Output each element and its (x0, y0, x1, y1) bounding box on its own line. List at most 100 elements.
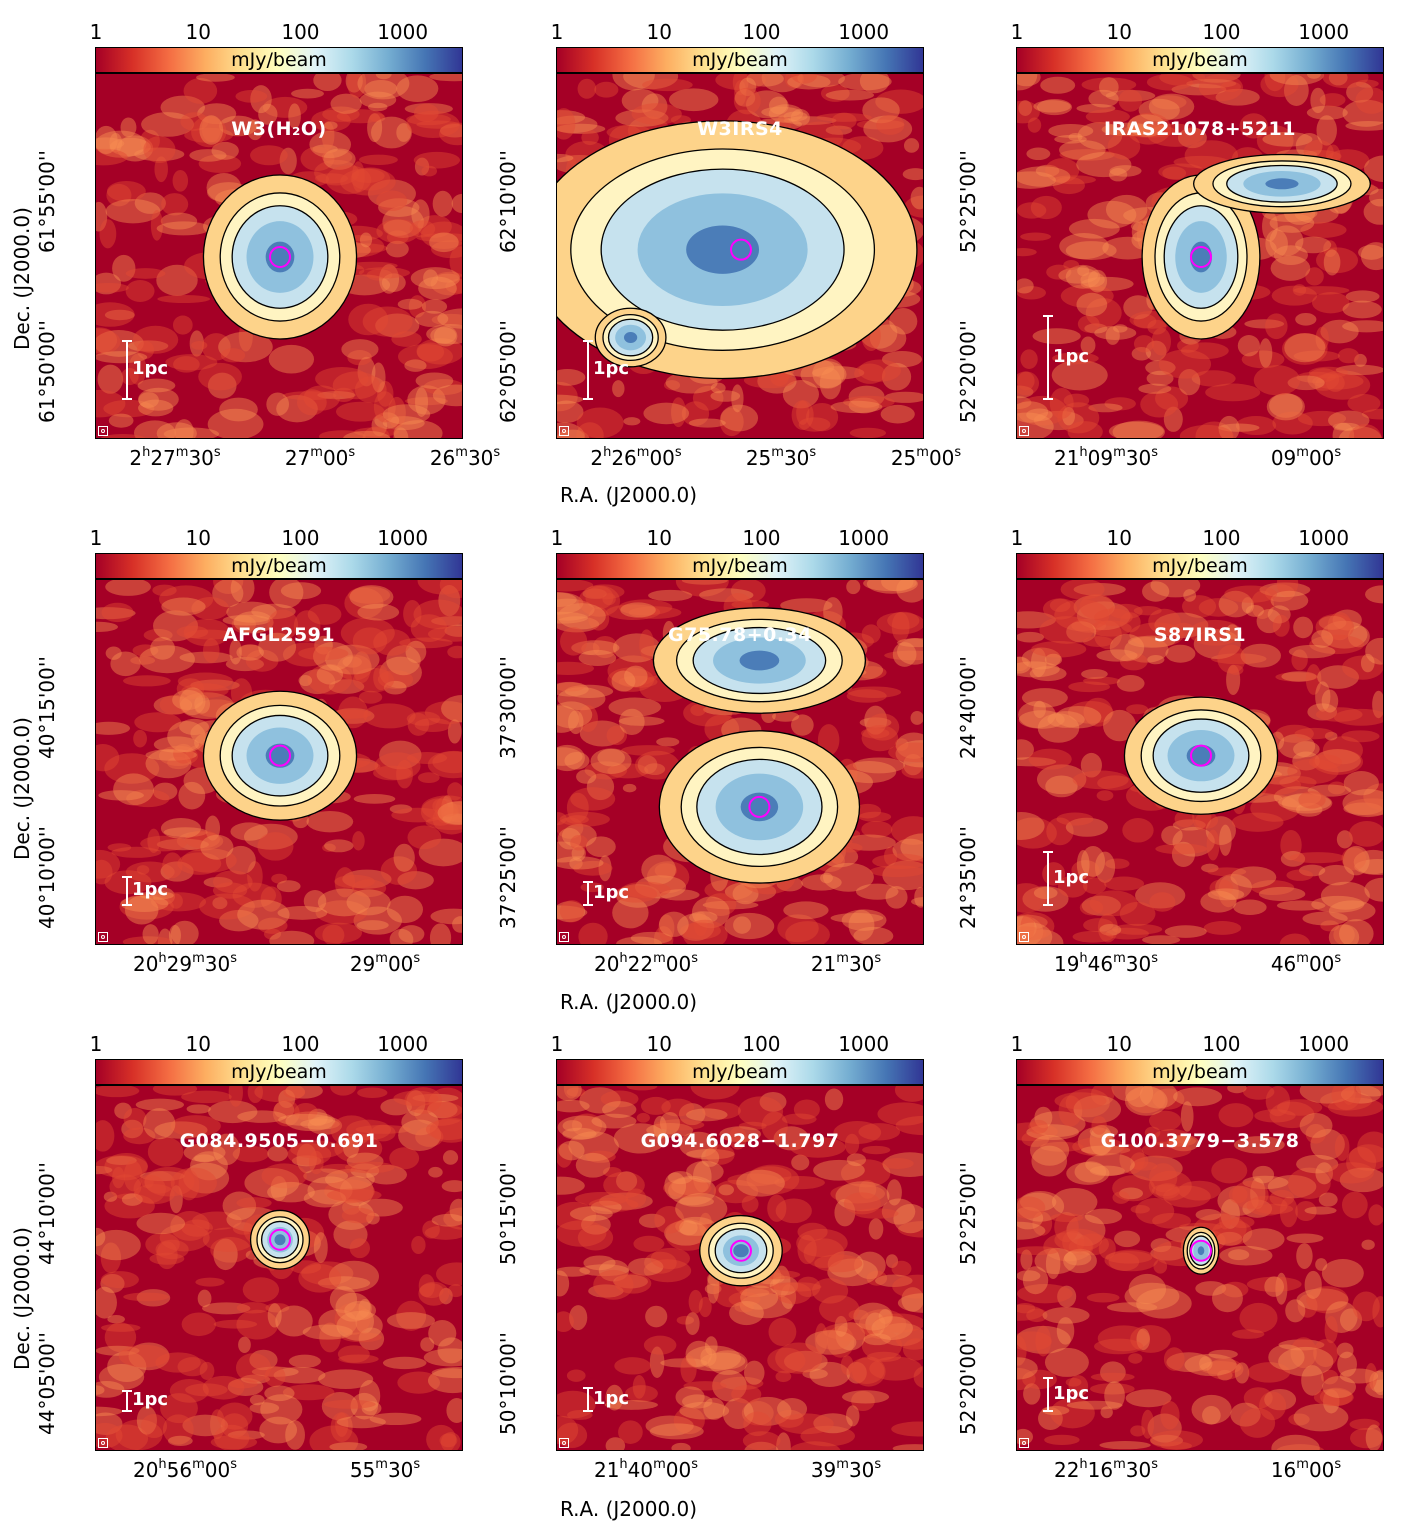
noise-speckle (309, 130, 352, 159)
noise-speckle (1268, 1344, 1305, 1371)
noise-speckle (1342, 789, 1383, 818)
noise-speckle (160, 861, 194, 882)
noise-speckle (702, 900, 759, 910)
noise-speckle (1131, 222, 1145, 242)
noise-speckle (588, 1197, 639, 1212)
noise-speckle (386, 645, 421, 676)
noise-speckle (1276, 580, 1299, 597)
noise-speckle (396, 75, 439, 102)
noise-speckle (1098, 1238, 1116, 1259)
noise-speckle (1321, 620, 1368, 649)
noise-speckle (104, 1193, 155, 1219)
noise-speckle (96, 1155, 148, 1178)
noise-speckle (314, 159, 360, 186)
noise-speckle (590, 1200, 622, 1215)
noise-speckle (1118, 89, 1143, 112)
noise-speckle (433, 325, 458, 347)
noise-speckle (603, 1171, 645, 1199)
noise-speckle (235, 89, 268, 103)
noise-speckle (900, 833, 923, 862)
noise-speckle (1183, 589, 1197, 602)
noise-speckle (1231, 812, 1284, 832)
noise-speckle (1105, 858, 1130, 869)
scale-bar-label: 1pc (593, 881, 630, 903)
noise-speckle (153, 695, 193, 715)
xaxis-label-row2: R.A. (J2000.0) (560, 990, 698, 1014)
noise-speckle (822, 1322, 879, 1341)
noise-speckle (138, 392, 159, 408)
noise-speckle (1342, 655, 1383, 680)
noise-speckle (715, 74, 767, 91)
noise-speckle (703, 1397, 725, 1420)
noise-speckle (442, 1150, 459, 1165)
noise-speckle (1195, 1281, 1227, 1296)
noise-speckle (427, 750, 462, 779)
noise-speckle (321, 149, 353, 165)
noise-speckle (557, 701, 593, 729)
ra-tick-label: 22h16m30s (1053, 1457, 1159, 1482)
noise-speckle (1094, 851, 1116, 883)
noise-speckle (1150, 1238, 1172, 1253)
noise-speckle (1068, 132, 1083, 142)
noise-speckle (249, 1394, 265, 1406)
noise-speckle (313, 74, 342, 92)
noise-speckle (866, 713, 900, 741)
noise-speckle (910, 186, 923, 210)
noise-speckle (877, 1102, 923, 1126)
noise-speckle (1057, 1285, 1077, 1308)
noise-speckle (436, 806, 458, 817)
noise-speckle (1199, 1361, 1242, 1375)
noise-speckle (1306, 1286, 1349, 1314)
noise-speckle (357, 356, 376, 387)
noise-speckle (855, 883, 899, 900)
noise-speckle (1269, 1189, 1295, 1207)
noise-speckle (96, 282, 129, 293)
scale-bar-label: 1pc (1053, 866, 1090, 888)
noise-speckle (1058, 267, 1099, 284)
noise-speckle (1349, 1418, 1380, 1430)
noise-speckle (830, 1183, 886, 1204)
noise-speckle (733, 916, 752, 934)
noise-speckle (710, 382, 726, 394)
noise-speckle (557, 1099, 590, 1113)
noise-speckle (1076, 152, 1132, 178)
noise-speckle (841, 761, 897, 784)
noise-speckle (692, 385, 724, 411)
noise-speckle (902, 1338, 923, 1361)
noise-speckle (1354, 353, 1367, 367)
noise-speckle (162, 852, 183, 879)
noise-speckle (1265, 313, 1288, 340)
noise-speckle (1341, 847, 1367, 871)
colorbar-tick-label: 100 (1202, 1032, 1241, 1056)
noise-speckle (356, 920, 389, 931)
noise-speckle (688, 1289, 703, 1314)
noise-speckle (1108, 603, 1143, 619)
noise-speckle (883, 846, 898, 866)
noise-speckle (1285, 1299, 1306, 1323)
noise-speckle (1151, 1184, 1179, 1197)
noise-speckle (312, 641, 353, 671)
source-name-label: W3(H₂O) (231, 118, 327, 140)
noise-speckle (742, 1431, 781, 1450)
noise-speckle (1105, 326, 1120, 345)
noise-speckle (713, 1179, 759, 1204)
noise-speckle (211, 141, 239, 160)
noise-speckle (250, 145, 288, 166)
noise-speckle (96, 137, 125, 150)
noise-speckle (1045, 775, 1078, 798)
noise-speckle (449, 246, 462, 277)
noise-speckle (267, 1303, 282, 1328)
noise-speckle (333, 1220, 368, 1249)
noise-speckle (663, 1178, 712, 1198)
noise-speckle (439, 1287, 453, 1305)
noise-speckle (1017, 401, 1049, 423)
noise-speckle (321, 1392, 359, 1421)
noise-speckle (287, 1143, 332, 1166)
noise-speckle (683, 1381, 727, 1391)
noise-speckle (803, 1238, 845, 1268)
source-name-label: W3IRS4 (697, 118, 783, 140)
noise-speckle (1258, 886, 1306, 902)
noise-speckle (96, 721, 131, 735)
noise-speckle (1336, 1342, 1354, 1359)
